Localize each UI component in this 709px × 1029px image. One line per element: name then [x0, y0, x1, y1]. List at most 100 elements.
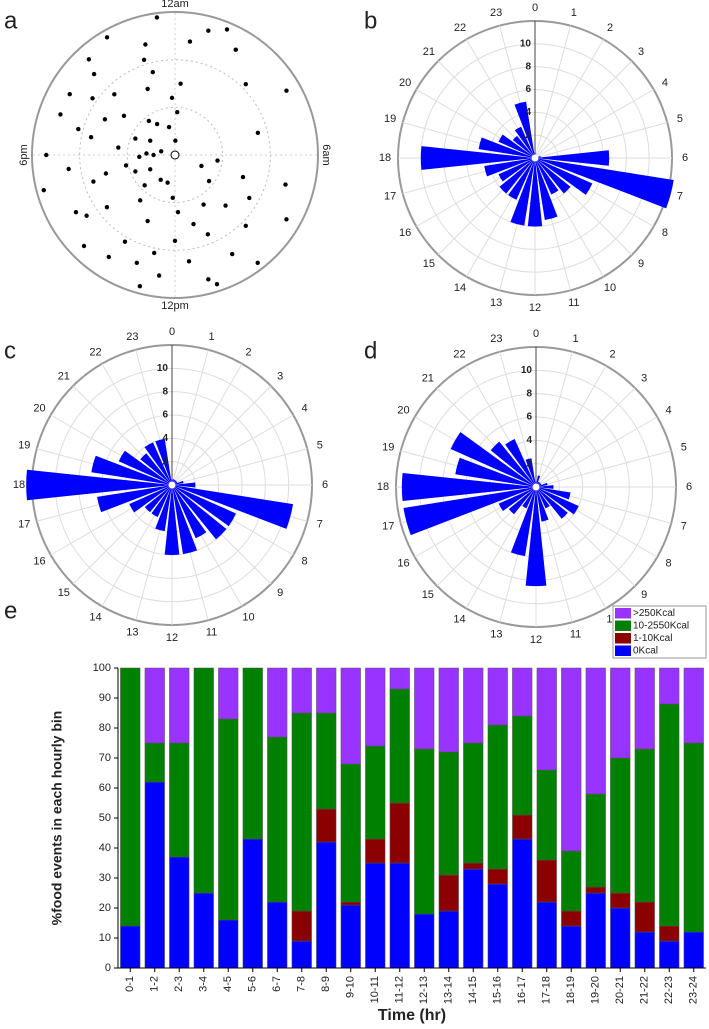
bar-segment [463, 868, 484, 969]
point [141, 57, 147, 62]
hour-label: 23 [490, 333, 502, 345]
point [255, 260, 260, 265]
x-tick-label: 17-18 [541, 976, 553, 1004]
point [283, 182, 288, 187]
wedge [172, 482, 196, 488]
bar-segment [340, 763, 361, 903]
wedge [505, 439, 536, 487]
point [133, 136, 138, 141]
hour-label: 18 [13, 479, 25, 491]
hour-label: 1 [573, 333, 579, 345]
point [91, 179, 96, 184]
hour-label: 10 [242, 611, 254, 623]
hour-label: 13 [126, 627, 138, 639]
wedge [522, 487, 536, 509]
bar-segment [634, 667, 655, 750]
wedge [172, 485, 198, 555]
bar-segment [316, 667, 337, 714]
bar-segment [267, 667, 288, 738]
center [532, 483, 540, 491]
x-tick-label: 1-2 [149, 976, 161, 992]
r-tick-label: 4 [525, 107, 531, 118]
point [76, 126, 81, 132]
point [206, 277, 211, 282]
hour-label: 11 [568, 297, 579, 309]
r-tick-label: 8 [162, 386, 168, 397]
x-tick-label: 18-19 [565, 976, 577, 1004]
point [170, 195, 175, 201]
hour-label: 7 [317, 519, 323, 531]
spoke [534, 39, 604, 159]
wedge [535, 158, 674, 209]
hour-label: 8 [662, 227, 668, 239]
wedge [514, 126, 535, 158]
bar-segment [561, 925, 582, 969]
r-tick-label: 4 [162, 433, 168, 444]
bar-segment [585, 793, 606, 888]
hour-label: 2 [609, 348, 615, 360]
wedge [172, 485, 207, 539]
bar-segment [316, 808, 337, 843]
legend-swatch [615, 620, 631, 631]
point [66, 166, 71, 172]
x-tick-label: 15-16 [492, 976, 504, 1004]
angle-label: 6am [320, 144, 332, 165]
bar-segment [683, 931, 704, 969]
hour-label: 10 [604, 282, 616, 294]
bar-segment [291, 712, 312, 912]
bar-segment [438, 751, 459, 876]
bar-segment [365, 862, 386, 969]
panel-label: e [4, 597, 17, 624]
wedge [478, 137, 535, 158]
spoke [171, 448, 308, 486]
bar-segment [218, 718, 239, 921]
wedge [144, 442, 172, 485]
legend-swatch [615, 645, 631, 656]
r-tick-label: 10 [521, 365, 533, 376]
point [215, 158, 220, 163]
point [91, 71, 97, 77]
bar-segment [512, 838, 533, 969]
spoke [534, 25, 571, 159]
point [145, 86, 150, 92]
wedge [514, 101, 535, 158]
hour-label: 3 [277, 371, 283, 383]
wedge [536, 487, 549, 522]
hour-label: 6 [686, 481, 692, 493]
legend-label: 0Kcal [633, 645, 658, 656]
bar-segment [463, 862, 484, 870]
hour-label: 12 [529, 302, 541, 314]
bar-segment [585, 667, 606, 795]
x-tick-label: 8-9 [320, 976, 332, 992]
wedge [129, 485, 172, 513]
y-tick-label: 40 [99, 842, 111, 854]
bar-segment [487, 883, 508, 969]
r-tick-label: 6 [526, 412, 532, 423]
point [106, 254, 111, 260]
x-tick-label: 12-13 [418, 976, 430, 1004]
spoke [171, 349, 209, 486]
point [156, 273, 162, 278]
hour-label: 14 [89, 611, 101, 623]
hour-label: 23 [126, 331, 138, 343]
hour-label: 5 [681, 441, 687, 453]
wedge [536, 485, 554, 489]
bar-segment [389, 667, 410, 690]
bar-segment [193, 667, 214, 894]
angle-label: 6pm [18, 144, 30, 165]
y-tick-label: 90 [99, 692, 111, 704]
wedge [536, 487, 568, 519]
hour-label: 1 [209, 331, 215, 343]
spoke [171, 363, 243, 486]
wedge [510, 158, 535, 226]
wedge [535, 150, 610, 166]
point [81, 243, 87, 249]
bar-segment [463, 667, 484, 744]
bar-segment [438, 874, 459, 912]
hour-label: 16 [33, 555, 45, 567]
spoke [534, 122, 668, 159]
legend-label: 1-10Kcal [633, 633, 672, 644]
bar-segment [487, 868, 508, 885]
hour-label: 4 [665, 404, 671, 416]
bar-segment [389, 688, 410, 804]
